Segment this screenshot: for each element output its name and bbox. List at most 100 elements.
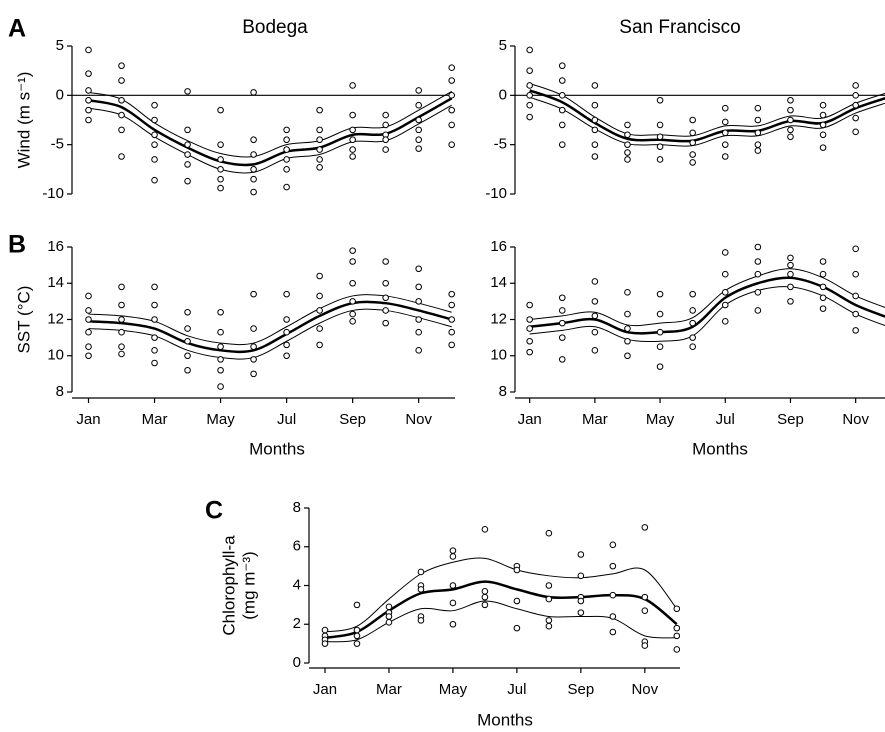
data-point (526, 301, 533, 309)
data-point (321, 626, 329, 634)
y-tick-label: -5 (494, 136, 507, 153)
data-point (118, 343, 125, 350)
data-point (448, 121, 455, 129)
y-axis-label: Wind (m s⁻¹) (14, 72, 33, 169)
data-point (217, 175, 224, 183)
data-point (591, 278, 599, 285)
data-point (624, 121, 631, 129)
data-point (85, 96, 92, 104)
y-axis-label: SST (°C) (14, 286, 33, 354)
data-point (448, 328, 455, 336)
data-point (316, 272, 323, 280)
data-point (689, 151, 696, 158)
data-point (721, 249, 729, 256)
y-tick-label: 12 (47, 310, 64, 327)
y-tick-label: 14 (47, 274, 64, 291)
series-line (88, 97, 453, 167)
data-point (787, 96, 794, 104)
y-tick-label: 12 (490, 310, 507, 327)
data-point (349, 310, 356, 318)
data-point (118, 77, 125, 84)
y-axis-label: (mg m⁻³) (239, 551, 258, 619)
data-point (382, 294, 389, 302)
data-point (526, 337, 533, 345)
data-point (151, 347, 158, 354)
x-tick-label: Nov (842, 411, 869, 428)
data-point (591, 153, 599, 160)
data-point (118, 153, 125, 160)
data-point (250, 343, 257, 350)
data-point (283, 328, 290, 336)
data-point (624, 310, 631, 318)
data-point (609, 613, 617, 620)
data-point (184, 141, 191, 148)
data-point (184, 151, 191, 158)
plot-area (526, 243, 885, 370)
data-point (118, 126, 125, 134)
data-point (754, 289, 762, 296)
data-point (382, 136, 389, 144)
x-axis-label: Months (249, 439, 305, 458)
data-point (151, 101, 158, 109)
y-tick-label: 8 (499, 383, 507, 400)
panel-letter: B (8, 231, 26, 259)
data-point (283, 156, 290, 163)
data-point (151, 156, 158, 163)
data-point (754, 243, 762, 251)
data-point (673, 605, 680, 613)
data-point (754, 270, 762, 278)
data-point (349, 126, 356, 134)
data-point (250, 325, 257, 332)
data-point (481, 593, 489, 601)
x-tick-label: Sep (568, 681, 595, 698)
data-point (689, 307, 696, 314)
y-tick-label: 16 (490, 238, 507, 255)
data-point (349, 111, 356, 119)
data-point (415, 316, 422, 323)
data-point (656, 328, 664, 336)
data-point (656, 96, 664, 104)
data-point (316, 341, 323, 349)
data-point (85, 116, 92, 124)
data-point (250, 166, 257, 173)
x-tick-label: Jul (277, 411, 296, 428)
y-tick-label: 6 (293, 538, 301, 555)
data-point (819, 121, 827, 129)
plot-area (85, 247, 455, 390)
data-point (382, 279, 389, 287)
data-point (415, 265, 422, 273)
data-point (283, 316, 290, 323)
data-point (448, 77, 455, 84)
data-point (526, 82, 533, 89)
data-point (609, 562, 617, 570)
data-point (283, 166, 290, 173)
x-tick-label: May (646, 411, 675, 428)
data-point (852, 270, 859, 278)
data-point (118, 283, 125, 291)
data-point (787, 116, 794, 124)
data-point (415, 87, 422, 94)
data-point (819, 111, 827, 119)
x-tick-label: May (206, 411, 235, 428)
data-point (754, 147, 762, 154)
data-point (316, 307, 323, 314)
data-point (217, 141, 224, 148)
panel-letter: A (8, 15, 26, 43)
x-axis-label: Months (477, 710, 533, 729)
data-point (349, 298, 356, 305)
data-point (787, 106, 794, 114)
data-point (382, 307, 389, 314)
data-point (591, 312, 599, 320)
x-tick-label: Sep (339, 411, 366, 428)
data-point (85, 87, 92, 94)
data-point (118, 350, 125, 358)
data-point (577, 597, 585, 605)
y-tick-label: -5 (51, 136, 64, 153)
data-point (417, 586, 425, 593)
plot-area (85, 46, 455, 196)
data-point (151, 301, 158, 309)
data-point (656, 143, 664, 150)
data-point (184, 366, 191, 374)
data-point (526, 67, 533, 74)
